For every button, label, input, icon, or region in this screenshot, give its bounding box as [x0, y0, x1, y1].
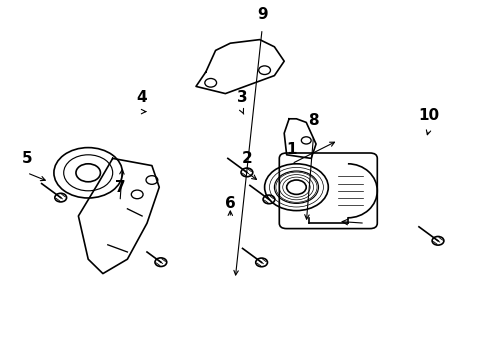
- Text: 8: 8: [308, 113, 319, 128]
- Text: 9: 9: [257, 7, 268, 22]
- Text: 2: 2: [242, 151, 253, 166]
- Text: 6: 6: [225, 196, 236, 211]
- Text: 7: 7: [115, 180, 125, 195]
- Text: 10: 10: [418, 108, 440, 123]
- Text: 4: 4: [137, 90, 147, 105]
- Text: 1: 1: [286, 142, 297, 157]
- Text: 3: 3: [237, 90, 248, 105]
- Text: 5: 5: [22, 151, 32, 166]
